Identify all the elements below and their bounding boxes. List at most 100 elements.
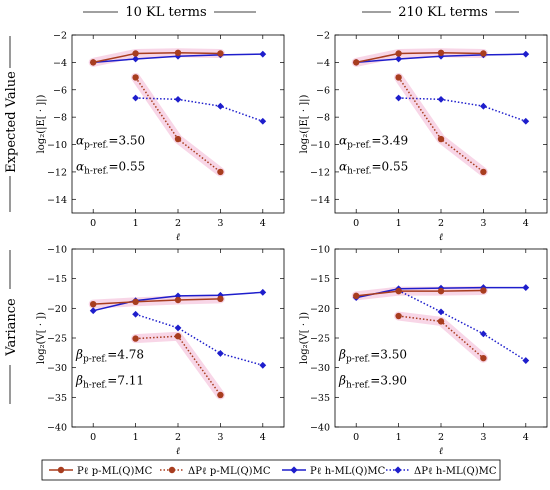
y-tick-label: −4 xyxy=(53,58,67,69)
rate-annotation: αp-ref.=3.50 xyxy=(76,133,145,150)
y-tick-label: −10 xyxy=(310,245,330,256)
x-tick-label: 4 xyxy=(260,218,266,229)
data-point xyxy=(522,50,530,58)
data-point xyxy=(437,52,445,60)
y-tick-label: −10 xyxy=(47,140,67,151)
x-tick-label: 2 xyxy=(438,218,444,229)
legend-label-4: ΔPℓ h-ML(Q)MC xyxy=(414,466,497,477)
data-point xyxy=(480,168,487,176)
data-point xyxy=(132,335,139,342)
y-axis-label: log₂(V[ · ]) xyxy=(299,312,310,364)
data-point xyxy=(395,74,402,81)
data-point xyxy=(437,49,445,56)
series-halo xyxy=(131,72,225,177)
x-tick-label: 3 xyxy=(217,432,223,443)
x-tick-label: 2 xyxy=(175,432,181,443)
column-title-2-text: 210 KL terms xyxy=(398,5,488,20)
data-point xyxy=(480,287,487,294)
data-point xyxy=(174,296,182,304)
series-halo xyxy=(394,72,488,177)
data-point xyxy=(395,312,402,320)
y-tick-label: −35 xyxy=(310,393,330,404)
data-point xyxy=(132,298,139,306)
data-point xyxy=(395,50,402,57)
series-dP_h xyxy=(395,287,530,364)
data-point xyxy=(89,307,97,315)
y-tick-label: −6 xyxy=(316,85,330,96)
data-point xyxy=(522,117,530,125)
data-point xyxy=(480,50,487,57)
legend-label-3: Pℓ h-ML(Q)MC xyxy=(310,466,386,477)
row-title-expected-text: Expected Value xyxy=(4,71,19,173)
data-point xyxy=(395,287,402,295)
y-tick-label: −8 xyxy=(53,113,67,124)
y-tick-label: −2 xyxy=(53,31,67,42)
y-tick-label: −30 xyxy=(47,363,67,374)
legend: Pℓ p-ML(Q)MC ΔPℓ p-ML(Q)MC Pℓ h-ML(Q)MC … xyxy=(41,459,501,481)
data-point xyxy=(259,50,267,58)
y-axis-label: log₂(V[ · ]) xyxy=(36,312,47,364)
y-tick-label: −25 xyxy=(47,334,67,345)
data-point xyxy=(437,308,445,316)
data-point xyxy=(353,292,360,300)
x-tick-label: 3 xyxy=(217,218,223,229)
column-title-1-text: 10 KL terms xyxy=(125,5,206,20)
x-axis-label: ℓ xyxy=(176,232,180,243)
row-title-expected: Expected Value xyxy=(4,36,19,212)
y-axis-label: log₂(|E[ · ]|) xyxy=(36,94,47,153)
x-tick-label: 0 xyxy=(90,432,96,443)
x-tick-label: 0 xyxy=(353,218,359,229)
series-line xyxy=(356,52,484,64)
data-point xyxy=(217,391,224,399)
rate-annotation: βh-ref.=3.90 xyxy=(338,373,407,390)
x-tick-label: 4 xyxy=(260,432,266,443)
data-point xyxy=(353,59,360,66)
panel-expected-1: −14 −12 −10 −8 −6 −4 −2 0 1 2 3 4 ℓ log₂(|E[ · ]|) αp-… xyxy=(36,31,285,243)
rate-annotation: βp-ref.=4.78 xyxy=(75,347,144,364)
data-point xyxy=(174,324,182,332)
series-line xyxy=(135,97,264,122)
y-tick-label: −20 xyxy=(47,304,67,315)
y-tick-label: −14 xyxy=(47,195,67,206)
series-line xyxy=(356,289,484,297)
legend-item-4: ΔPℓ h-ML(Q)MC xyxy=(386,466,497,477)
series-dP_h xyxy=(132,310,267,369)
y-tick-label: −30 xyxy=(310,363,330,374)
y-tick-label: −25 xyxy=(310,334,330,345)
data-point xyxy=(174,49,182,56)
y-tick-label: −35 xyxy=(47,393,67,404)
data-point xyxy=(480,330,487,338)
x-tick-label: 1 xyxy=(133,218,139,229)
data-point xyxy=(437,95,445,103)
x-tick-label: 3 xyxy=(480,218,486,229)
data-point xyxy=(217,168,224,176)
panel-expected-2: −14 −12 −10 −8 −6 −4 −2 0 1 2 3 4 ℓ log₂(|E[ · ]|) αp-… xyxy=(299,31,548,243)
y-tick-label: −12 xyxy=(310,167,330,178)
x-tick-label: 1 xyxy=(133,432,139,443)
x-axis-label: ℓ xyxy=(176,446,180,457)
data-point xyxy=(132,94,139,102)
y-tick-label: −12 xyxy=(47,167,67,178)
data-point xyxy=(132,74,139,81)
y-tick-label: −40 xyxy=(310,423,330,434)
series-dP_p xyxy=(132,74,224,176)
series-P_p xyxy=(90,49,224,66)
y-axis-label: log₂(|E[ · ]|) xyxy=(299,94,310,153)
series-dP_h xyxy=(395,94,530,125)
plot-frame xyxy=(334,248,548,428)
x-tick-label: 4 xyxy=(523,218,529,229)
data-point xyxy=(174,333,182,340)
x-tick-label: 1 xyxy=(396,432,402,443)
x-tick-label: 0 xyxy=(90,218,96,229)
series-dP_p xyxy=(395,312,487,362)
row-title-variance-text: Variance xyxy=(4,298,19,357)
y-tick-label: −6 xyxy=(53,85,67,96)
series-line xyxy=(398,97,527,122)
data-point xyxy=(480,354,487,362)
data-point xyxy=(395,55,402,63)
y-tick-label: −20 xyxy=(310,304,330,315)
series-line xyxy=(135,335,222,396)
series-P_p xyxy=(353,287,487,300)
